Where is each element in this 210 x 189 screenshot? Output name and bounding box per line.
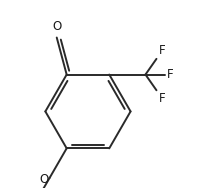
Text: F: F bbox=[167, 68, 174, 81]
Text: F: F bbox=[159, 92, 165, 105]
Text: O: O bbox=[52, 20, 61, 33]
Text: F: F bbox=[159, 44, 165, 57]
Text: O: O bbox=[39, 174, 49, 187]
